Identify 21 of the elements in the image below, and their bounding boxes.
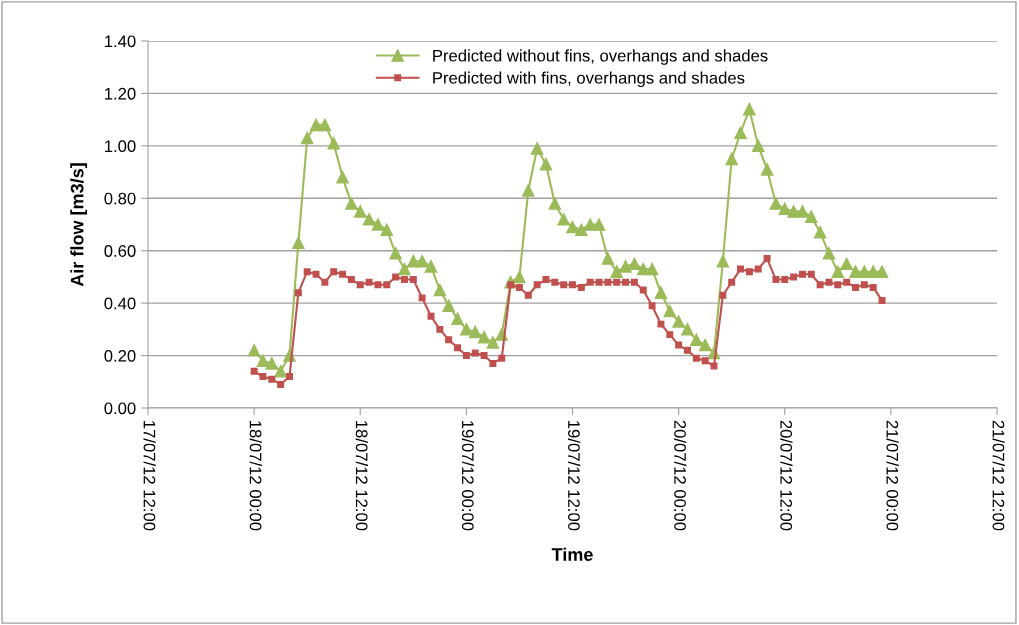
y-tick-label: 1.00 — [105, 140, 136, 153]
x-tick-label: 20/07/12 00:00 — [674, 420, 687, 531]
y-tick-label: 0.60 — [104, 245, 136, 257]
y-tick-label: 0.40 — [104, 297, 136, 310]
x-tick-label: 19/07/12 00:00 — [461, 421, 475, 531]
y-axis-title: Air flow [m3/s] — [70, 163, 88, 287]
legend-label: Predicted without fins, overhangs and shades — [433, 49, 768, 65]
x-axis-title: Time — [551, 547, 593, 561]
x-tick-label: 19/07/12 12:00 — [568, 421, 581, 531]
y-tick-label: 1.40 — [105, 35, 136, 48]
x-tick-label: 20/07/12 12:00 — [780, 420, 793, 531]
y-tick-label: 0.20 — [104, 349, 136, 362]
x-tick-label: 18/07/12 12:00 — [355, 421, 369, 531]
y-tick-label: 0.80 — [104, 192, 136, 205]
y-tick-label: 1.20 — [105, 87, 136, 100]
x-tick-label: 17/07/12 12:00 — [143, 421, 156, 531]
x-tick-label: 21/07/12 00:00 — [886, 420, 899, 531]
y-tick-label: 0.00 — [104, 402, 136, 415]
legend-label: Predicted with fins, overhangs and shades — [433, 71, 745, 88]
x-tick-label: 18/07/12 00:00 — [249, 421, 262, 531]
x-tick-label: 21/07/12 12:00 — [992, 420, 1005, 531]
